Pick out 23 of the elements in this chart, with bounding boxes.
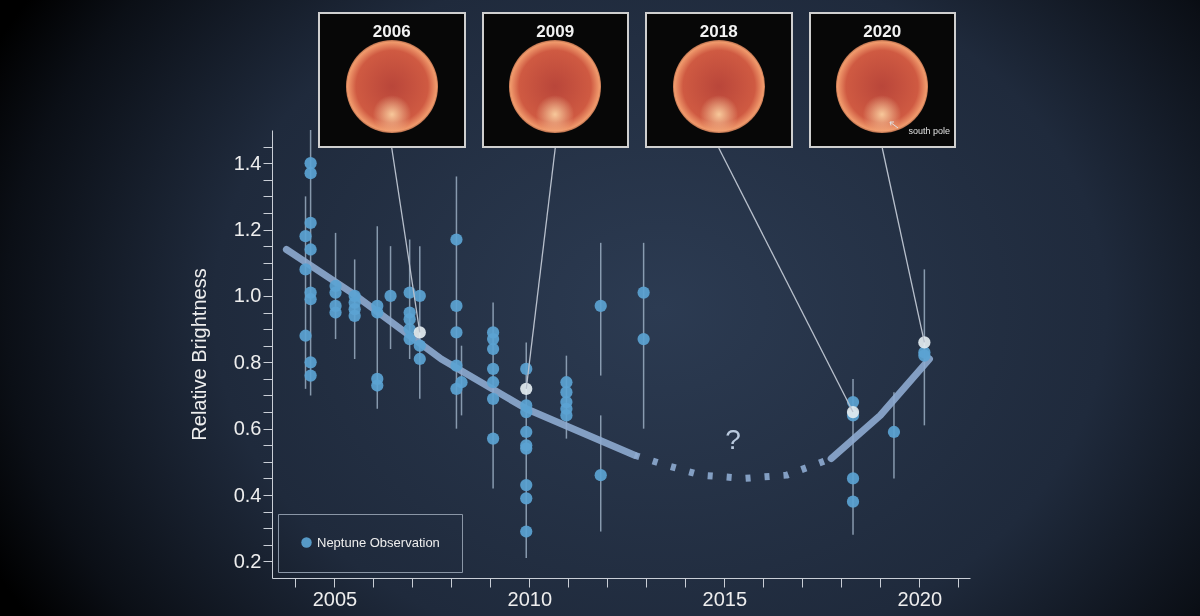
text: 2018 [698,22,739,42]
y-tick-label: 0.6 [233,417,262,440]
y-tick-label: 1.2 [233,218,262,241]
y-tick-label: 1.4 [233,151,262,174]
y-tick-label: 0.8 [233,350,262,373]
y-tick-label: 1.0 [233,284,262,307]
legend-label: Neptune Observation [317,534,440,550]
point [520,382,533,395]
x-tick-label: 2020 [897,587,943,610]
text: 2020 [862,22,903,42]
annotation: ? [725,424,741,456]
x-tick-label: 2010 [507,587,553,610]
point [413,326,426,339]
text: 2006 [371,22,412,42]
x-tick-label: 2005 [312,587,358,610]
y-tick-label: 0.4 [233,483,262,506]
point [918,336,931,349]
annotation: south pole [908,126,950,136]
text: 2009 [535,22,576,42]
y-axis-title: Relative Brightness [187,268,210,441]
point [846,405,860,419]
y-tick-label: 0.2 [233,549,262,572]
x-tick-label: 2015 [702,587,748,610]
